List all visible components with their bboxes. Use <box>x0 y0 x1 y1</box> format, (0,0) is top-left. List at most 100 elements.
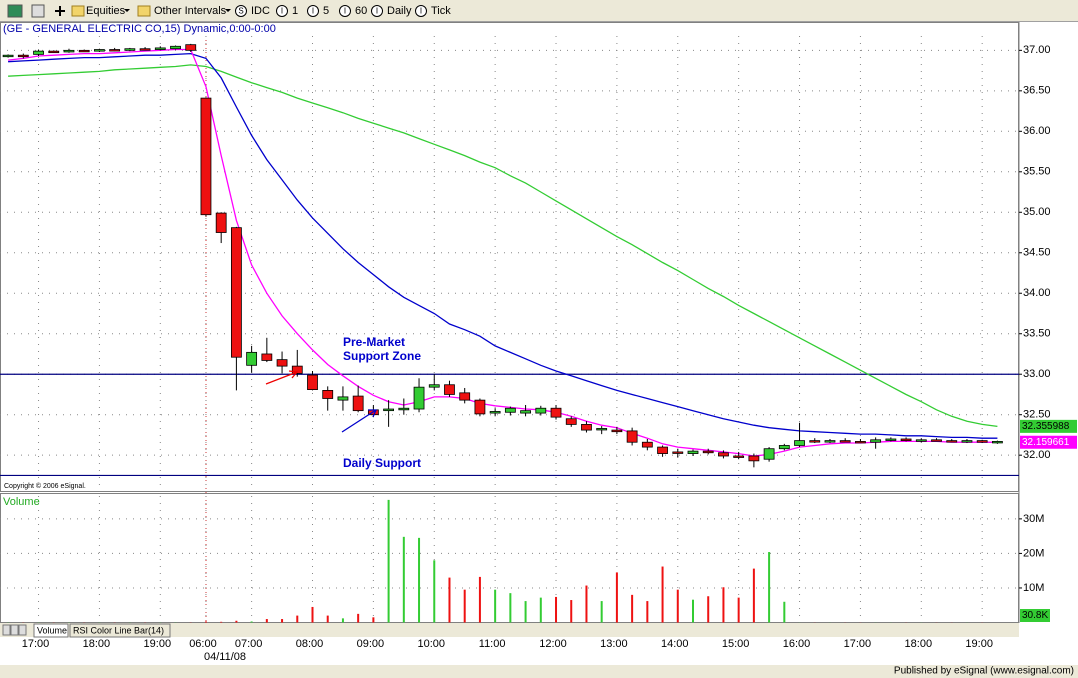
volume-bar <box>402 536 405 623</box>
volume-bar <box>555 596 558 623</box>
toolbar-icons <box>7 4 231 18</box>
last-value-label: 32.159661 <box>1022 437 1070 448</box>
interval-icon[interactable] <box>415 5 427 17</box>
interval-icon-letter[interactable]: I <box>376 7 378 16</box>
candle-body <box>855 441 866 444</box>
candle-body <box>641 441 653 448</box>
x-tick-label: 10:00 <box>417 638 445 650</box>
volume-bar <box>768 552 771 623</box>
interval-icon-letter[interactable]: I <box>312 7 314 16</box>
interval-icon[interactable] <box>339 5 351 17</box>
candle-body <box>185 44 197 51</box>
x-tick-label: 17:00 <box>22 638 50 650</box>
candle-body <box>687 450 699 454</box>
interval-label[interactable]: 5 <box>323 5 329 17</box>
candle-body <box>809 440 821 443</box>
candle-body <box>474 399 486 415</box>
interval-label[interactable]: 60 <box>355 5 367 17</box>
folder-icon[interactable] <box>71 5 85 17</box>
volume-bar <box>418 537 421 623</box>
interval-icon-letter[interactable]: I <box>420 7 422 16</box>
volume-bar <box>235 620 238 623</box>
candle-body <box>459 392 471 401</box>
tab[interactable] <box>69 623 171 638</box>
moving-average <box>8 52 998 439</box>
candle-body <box>94 49 105 52</box>
volume-bar <box>311 606 314 623</box>
folder-icon[interactable] <box>137 5 151 17</box>
candle-body <box>702 450 714 454</box>
x-tick-label: 18:00 <box>83 638 111 650</box>
candle-body <box>778 445 790 450</box>
interval-icon[interactable] <box>235 5 247 17</box>
candle-body <box>444 384 455 395</box>
volume-bar <box>250 621 253 623</box>
interval-icon[interactable] <box>307 5 319 17</box>
candle-body <box>763 448 775 460</box>
moving-average <box>8 64 998 428</box>
candle-body <box>261 353 273 361</box>
volume-bar <box>539 597 542 623</box>
interval-icon-letter[interactable]: I <box>281 7 283 16</box>
volume-bar <box>357 613 360 623</box>
interval-label[interactable]: Daily <box>387 5 412 17</box>
candle-body <box>672 451 684 454</box>
arrow <box>265 370 299 385</box>
menu[interactable]: Equities <box>86 5 126 17</box>
volume-label: Volume <box>3 496 40 508</box>
volume-bar <box>676 589 679 623</box>
volume-bar <box>281 619 284 623</box>
icon[interactable] <box>55 6 65 16</box>
icon[interactable] <box>31 4 45 18</box>
icon[interactable] <box>7 4 23 18</box>
menu[interactable]: Other Intervals <box>154 5 227 17</box>
interval-icon[interactable] <box>276 5 288 17</box>
volume-bar <box>296 615 299 623</box>
volume-bar <box>646 601 649 623</box>
interval-label[interactable]: Tick <box>431 5 451 17</box>
scroll-button[interactable] <box>10 624 19 636</box>
volume-bar <box>661 566 664 623</box>
candle-body <box>398 407 410 411</box>
last-value-box <box>1020 419 1077 433</box>
interval-label[interactable]: IDC <box>251 5 270 17</box>
tab-label[interactable]: RSI Color Line Bar(14) <box>73 625 164 635</box>
y-tick-label: 34.50 <box>1023 247 1051 259</box>
candle-body <box>520 410 531 414</box>
interval-label[interactable]: 1 <box>292 5 298 17</box>
candle-body <box>322 390 334 399</box>
y-tick-label: 30M <box>1023 513 1044 525</box>
x-tick-label: 18:00 <box>905 638 933 650</box>
tab-label[interactable]: Volume <box>37 625 67 635</box>
scroll-button[interactable] <box>2 624 11 636</box>
y-tick-label: 20M <box>1023 547 1044 559</box>
interval-icon-letter[interactable]: I <box>344 7 346 16</box>
volume-bar <box>326 615 329 623</box>
tab[interactable] <box>33 623 69 638</box>
x-tick-label: 13:00 <box>600 638 628 650</box>
y-tick-label: 34.00 <box>1023 287 1051 299</box>
candle-body <box>230 227 242 358</box>
x-tick-label: 12:00 <box>539 638 567 650</box>
candle-body <box>291 365 303 374</box>
candle-body <box>885 438 897 441</box>
annotation: Daily Support <box>343 456 421 470</box>
candle-body <box>124 48 136 51</box>
copyright: Copyright © 2006 eSignal. <box>4 482 86 490</box>
interval-icon-letter[interactable]: S <box>238 7 243 16</box>
candle-body <box>170 45 181 50</box>
candle-body <box>383 408 395 412</box>
candle-body <box>946 440 958 443</box>
x-tick-label: 19:00 <box>965 638 993 650</box>
interval-icon[interactable] <box>371 5 383 17</box>
x-tick-label: 06:00 <box>189 638 217 650</box>
arrow <box>341 409 377 433</box>
candle-body <box>2 54 14 58</box>
volume-bar <box>478 576 481 623</box>
tab-strip <box>0 623 1019 637</box>
volume-bar <box>692 599 694 623</box>
scroll-button[interactable] <box>18 624 27 636</box>
volume-bar <box>600 601 603 623</box>
plot: 32.355988 32.159661 30.8K <box>0 43 1077 623</box>
